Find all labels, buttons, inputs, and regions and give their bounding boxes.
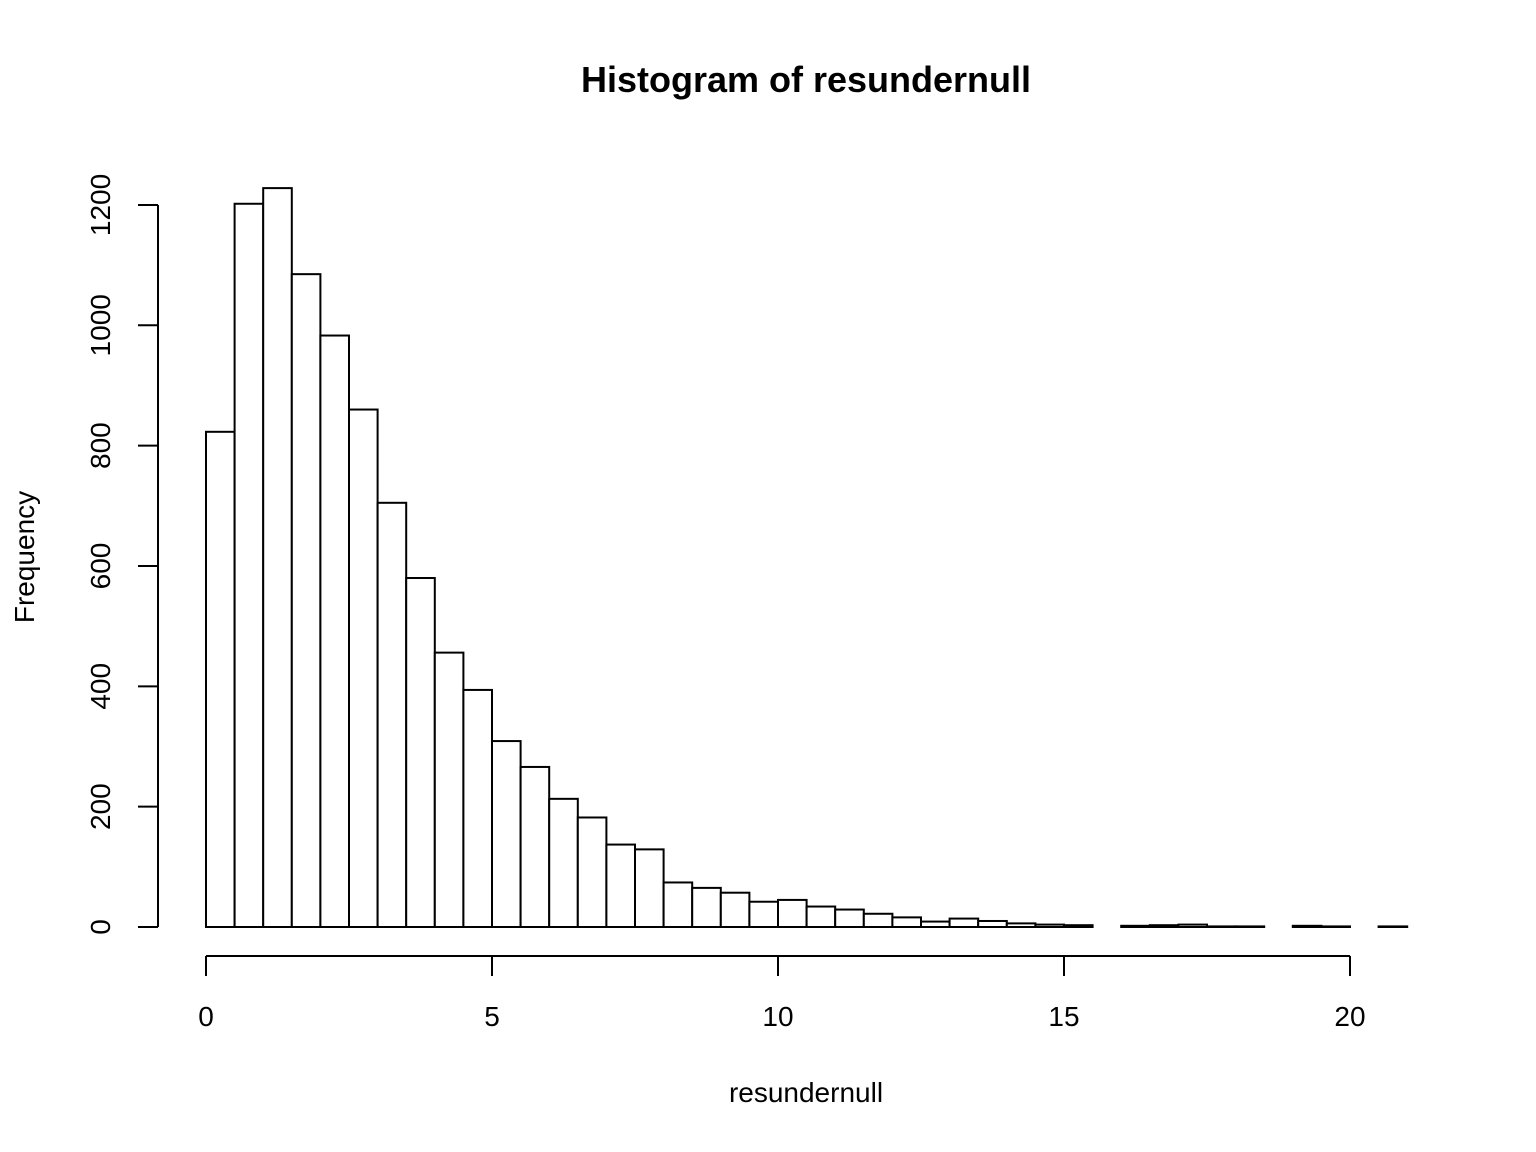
y-tick-label: 200 [85,783,116,830]
histogram-bar [1148,924,1180,929]
y-tick-label: 600 [85,543,116,590]
histogram-bars [205,187,1409,929]
histogram-bar [1206,925,1237,929]
histogram-bar [719,891,751,929]
histogram-bar [1005,922,1037,929]
y-tick-label: 1200 [85,174,116,236]
histogram-bar [1120,924,1151,928]
chart-title: Histogram of resundernull [581,59,1031,100]
histogram-bar [462,688,493,928]
y-axis: 0 200 400 600 800 1000 1200 [85,174,159,935]
y-tick-label: 1000 [85,294,116,356]
histogram-bar [233,202,265,928]
histogram-bar [1291,924,1323,928]
histogram-bar [691,886,722,929]
histogram-bar [834,908,865,928]
histogram-bar [548,797,579,929]
histogram-bar [1177,923,1209,929]
histogram-bar [1063,924,1094,929]
histogram-bar [1034,923,1066,929]
histogram-bar [605,843,637,929]
histogram-bar [920,920,951,929]
x-tick-label: 15 [1048,1001,1079,1032]
histogram-bar [290,273,322,929]
y-tick-label: 0 [85,919,116,935]
y-tick-label: 800 [85,422,116,469]
histogram-bar [748,900,780,928]
histogram-bar [205,430,236,928]
histogram-bar [977,919,1008,928]
x-axis: 0 5 10 15 20 [198,955,1366,1032]
histogram-bar [891,916,923,928]
histogram-bar [576,816,608,928]
histogram-bar [319,334,350,928]
x-tick-label: 20 [1334,1001,1365,1032]
histogram-bar [634,848,665,929]
histogram-bar [405,577,436,928]
histogram-bar [433,651,465,928]
histogram-bar [519,765,551,929]
y-axis-label: Frequency [9,491,40,623]
x-tick-label: 10 [762,1001,793,1032]
histogram-bar [777,898,808,928]
x-tick-label: 5 [484,1001,500,1032]
y-tick-label: 400 [85,663,116,710]
histogram-bar [948,917,980,929]
histogram-bar [862,912,894,929]
histogram-bar [491,740,522,928]
histogram-bar [662,881,694,928]
histogram-bar [805,905,837,928]
histogram-bar [1320,925,1352,929]
x-tick-label: 0 [198,1001,214,1032]
x-axis-label: resundernull [729,1077,883,1108]
histogram-bar [348,408,379,929]
histogram-bar [1234,925,1266,929]
histogram-bar [262,187,293,929]
histogram-bar [376,501,408,928]
histogram-bar [1377,925,1409,929]
